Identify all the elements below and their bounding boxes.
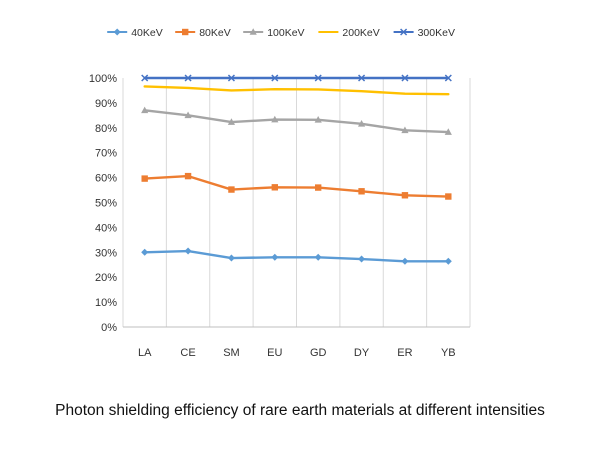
legend-item-300kev: 300KeV bbox=[393, 27, 455, 39]
series-40kev-point-er bbox=[401, 257, 409, 265]
series-300kev-point-eu-stroke-b bbox=[271, 74, 279, 82]
series-300kev-point-ce bbox=[184, 74, 192, 82]
axis: 0% 10% 20% 30% 40% 50% 60% 70% 80% 90% 100% LA CE SM E… bbox=[89, 73, 470, 359]
series-80kev-point-la bbox=[141, 175, 148, 182]
series-80kev-line bbox=[143, 174, 450, 198]
x-tick-label-sm: SM bbox=[223, 347, 240, 359]
y-tick-label: 0% bbox=[101, 322, 117, 334]
series-100kev-point-la bbox=[141, 106, 149, 114]
legend-item-300kev-label: 300KeV bbox=[418, 27, 455, 39]
x-tick-label-eu: EU bbox=[267, 347, 282, 359]
legend-item-300kev-marker-stroke-b bbox=[400, 28, 408, 36]
series-80kev-point-sm bbox=[228, 186, 235, 193]
series-300kev-point-sm bbox=[227, 74, 235, 82]
series-300kev-point-dy-stroke-b bbox=[358, 74, 366, 82]
series-100kev-point-eu bbox=[271, 115, 279, 123]
legend-item-200kev: 200KeV bbox=[318, 27, 380, 39]
series-100kev bbox=[141, 106, 452, 135]
series-300kev-point-la bbox=[141, 74, 149, 82]
series-group bbox=[141, 74, 452, 265]
series-80kev-point-eu bbox=[271, 184, 279, 191]
series-100kev-point-er bbox=[401, 126, 409, 134]
series-80kev-point-er bbox=[401, 192, 409, 199]
series-100kev-point-gd bbox=[314, 116, 322, 123]
series-40kev-point-yb bbox=[444, 257, 452, 265]
legend-item-80kev: 80KeV bbox=[175, 27, 231, 39]
series-300kev-point-la-stroke-b bbox=[141, 74, 149, 82]
legend: 40KeV 80KeV 100KeV 200KeV 300KeV bbox=[107, 27, 455, 39]
y-tick-label: 70% bbox=[95, 148, 117, 160]
series-100kev-point-sm bbox=[227, 118, 236, 125]
series-300kev-point-yb-stroke-b bbox=[444, 74, 452, 82]
series-40kev bbox=[141, 247, 452, 265]
series-300kev-point-yb bbox=[444, 74, 452, 82]
legend-item-80kev-label: 80KeV bbox=[199, 27, 231, 39]
x-tick-label-dy: DY bbox=[354, 347, 370, 359]
series-300kev-point-gd bbox=[314, 74, 322, 82]
series-80kev-point-yb bbox=[445, 193, 452, 200]
x-tick-label-ce: CE bbox=[180, 347, 195, 359]
series-200kev bbox=[143, 85, 450, 96]
series-300kev-point-eu bbox=[271, 74, 279, 82]
y-tick-label: 100% bbox=[89, 73, 117, 85]
grid-lines bbox=[122, 78, 471, 327]
series-300kev-point-ce-stroke-b bbox=[184, 74, 192, 82]
series-40kev-point-dy bbox=[358, 255, 366, 263]
y-tick-label: 40% bbox=[95, 222, 117, 234]
x-tick-label-er: ER bbox=[397, 347, 412, 359]
legend-item-40kev: 40KeV bbox=[107, 27, 163, 39]
series-80kev-point-dy bbox=[358, 188, 365, 195]
series-100kev-point-yb bbox=[444, 128, 452, 135]
series-40kev-point-gd bbox=[314, 253, 322, 261]
series-100kev-point-dy bbox=[357, 120, 366, 127]
y-tick-label: 80% bbox=[95, 123, 117, 135]
series-40kev-line bbox=[143, 249, 450, 263]
x-tick-label-la: LA bbox=[138, 347, 152, 359]
series-40kev-point-la bbox=[141, 248, 149, 256]
legend-item-200kev-label: 200KeV bbox=[342, 27, 379, 39]
y-tick-label: 90% bbox=[95, 98, 117, 110]
legend-item-80kev-marker bbox=[182, 28, 189, 36]
figure-caption: Photon shielding efficiency of rare eart… bbox=[55, 402, 545, 419]
series-300kev-point-gd-stroke-b bbox=[314, 74, 322, 82]
series-40kev-point-sm bbox=[227, 254, 235, 262]
line-chart: 40KeV 80KeV 100KeV 200KeV 300KeV 0% 10% 20% 30%… bbox=[89, 27, 471, 359]
series-100kev-point-ce bbox=[184, 111, 192, 119]
series-40kev-point-eu bbox=[271, 253, 279, 261]
x-tick-label-gd: GD bbox=[310, 347, 327, 359]
series-300kev-point-sm-stroke-b bbox=[227, 74, 235, 82]
series-300kev bbox=[141, 74, 452, 82]
series-80kev-point-ce bbox=[184, 172, 192, 180]
y-tick-label: 60% bbox=[95, 173, 117, 185]
y-tick-label: 10% bbox=[95, 297, 117, 309]
series-200kev-line bbox=[143, 85, 450, 96]
legend-item-100kev: 100KeV bbox=[243, 27, 305, 39]
y-tick-label: 50% bbox=[95, 198, 117, 210]
legend-item-300kev-marker bbox=[400, 28, 408, 36]
series-300kev-point-dy bbox=[358, 74, 366, 82]
series-100kev-line bbox=[143, 109, 450, 134]
series-40kev-point-ce bbox=[184, 247, 192, 255]
legend-item-40kev-marker bbox=[113, 28, 121, 36]
series-80kev bbox=[141, 172, 452, 200]
legend-item-100kev-label: 100KeV bbox=[267, 27, 304, 39]
series-300kev-point-er-stroke-b bbox=[401, 74, 409, 82]
series-300kev-point-er bbox=[401, 74, 409, 82]
legend-item-100kev-marker bbox=[249, 28, 257, 35]
series-80kev-point-gd bbox=[314, 184, 322, 191]
x-tick-label-yb: YB bbox=[441, 347, 456, 359]
y-tick-label: 30% bbox=[95, 247, 117, 259]
y-tick-label: 20% bbox=[95, 272, 117, 284]
legend-item-40kev-label: 40KeV bbox=[131, 27, 163, 39]
